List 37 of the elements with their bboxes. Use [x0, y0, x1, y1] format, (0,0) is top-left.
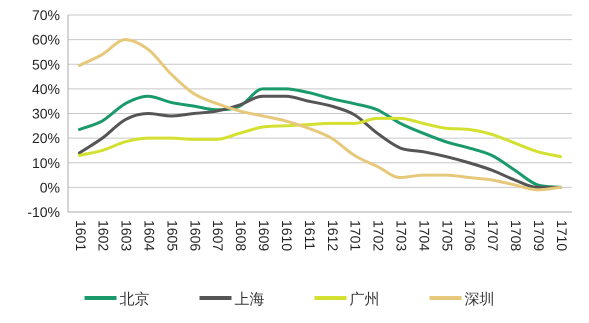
- x-tick-label: 1704: [416, 220, 432, 252]
- line-series: [78, 116, 562, 158]
- legend-label: 广州: [350, 291, 380, 308]
- x-tick-label: 1607: [210, 220, 226, 252]
- x-tick-label: 1610: [278, 220, 295, 252]
- y-tick-label: 20%: [32, 130, 60, 146]
- x-tick-label: 1605: [164, 220, 180, 252]
- legend-label: 北京: [120, 291, 150, 308]
- y-tick-label: 10%: [32, 154, 60, 171]
- x-tick-label: 1601: [72, 220, 89, 252]
- legend-label: 上海: [234, 291, 264, 308]
- x-tick-label: 1602: [96, 220, 112, 252]
- y-tick-label: 70%: [32, 7, 60, 23]
- x-tick-label: 1705: [439, 220, 456, 252]
- x-tick-label: 1709: [530, 220, 547, 252]
- x-tick-label: 1612: [324, 220, 341, 252]
- x-tick-label: 1706: [462, 220, 478, 252]
- line-series: [78, 38, 562, 192]
- x-tick-label: 1702: [370, 220, 387, 252]
- x-tick-label: 1603: [118, 220, 135, 252]
- x-tick-label: 1604: [141, 220, 158, 252]
- y-tick-label: 50%: [32, 56, 60, 72]
- x-tick-label: 1707: [485, 220, 502, 252]
- x-tick-label: 1703: [393, 220, 410, 252]
- x-tick-label: 1708: [508, 220, 524, 252]
- x-tick-label: 1710: [554, 220, 570, 252]
- legend-label: 深圳: [464, 291, 494, 308]
- x-tick-label: 1608: [233, 220, 250, 252]
- y-tick-label: -10%: [27, 204, 60, 220]
- x-tick-label: 1701: [348, 220, 364, 252]
- x-tick-label: 1609: [256, 220, 272, 252]
- y-tick-label: 60%: [32, 32, 60, 48]
- y-tick-label: 40%: [32, 80, 60, 97]
- x-tick-label: 1606: [187, 220, 204, 252]
- x-tick-label: 1611: [302, 220, 318, 250]
- y-tick-label: 0%: [40, 179, 60, 196]
- y-tick-label: 30%: [32, 106, 60, 122]
